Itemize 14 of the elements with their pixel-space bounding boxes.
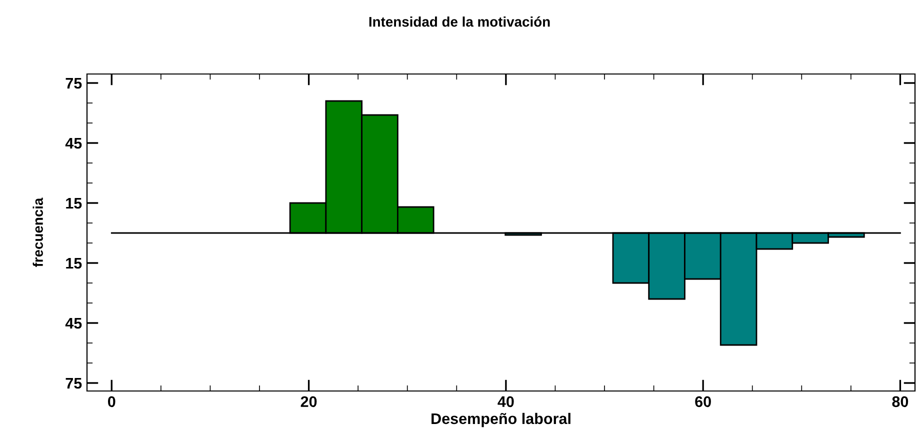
y-tick-label: 15 xyxy=(66,198,82,209)
x-tick-label: 20 xyxy=(300,396,317,408)
x-tick-label: 60 xyxy=(695,396,711,408)
chart-title: Intensidad de la motivación xyxy=(369,16,550,27)
y-tick-label: 75 xyxy=(66,78,82,89)
x-tick-label: 80 xyxy=(892,396,908,408)
x-tick-label: 0 xyxy=(108,396,116,408)
y-axis-title: frecuencia xyxy=(32,198,43,267)
x-tick-label: 40 xyxy=(498,396,514,408)
y-tick-label: 15 xyxy=(66,258,82,269)
x-axis-title: Desempeño laboral xyxy=(432,412,570,428)
y-tick-label: 45 xyxy=(65,318,82,329)
y-tick-label: 75 xyxy=(66,378,82,389)
y-tick-label: 45 xyxy=(65,138,82,149)
